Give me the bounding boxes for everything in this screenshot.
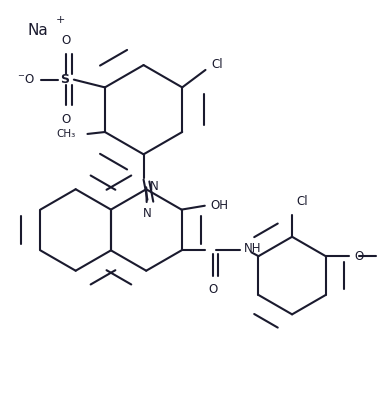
Text: O: O — [61, 113, 71, 126]
Text: Na: Na — [27, 23, 48, 38]
Text: CH₃: CH₃ — [57, 129, 76, 139]
Text: O: O — [355, 250, 364, 263]
Text: S: S — [60, 73, 69, 86]
Text: O: O — [61, 33, 71, 46]
Text: Cl: Cl — [211, 58, 223, 71]
Text: $^{-}$O: $^{-}$O — [17, 73, 35, 86]
Text: Cl: Cl — [296, 195, 308, 208]
Text: O: O — [208, 283, 217, 296]
Text: N: N — [149, 180, 158, 193]
Text: +: + — [56, 15, 66, 26]
Text: NH: NH — [244, 242, 261, 255]
Text: N: N — [143, 208, 152, 221]
Text: OH: OH — [211, 199, 229, 212]
